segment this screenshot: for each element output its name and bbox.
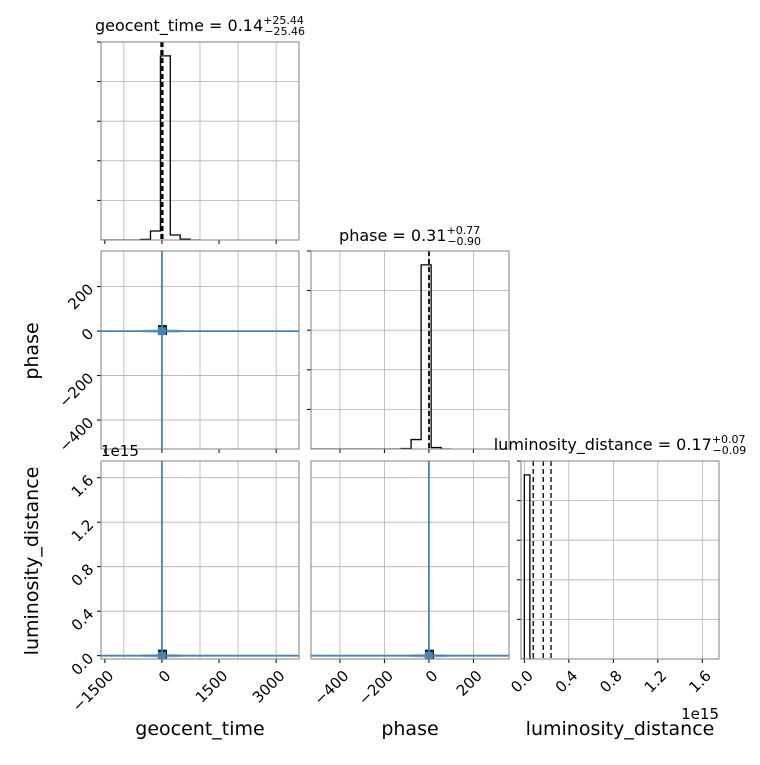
x-tick-label: 0 [422, 667, 441, 686]
ylabel-phase: phase [21, 322, 43, 379]
y-tick-label: 1.2 [68, 516, 98, 546]
panel-luminosity_distance-hist: 0.0 0.4 0.8 1.2 1.6 [507, 460, 720, 697]
x-tick-label: 0 [155, 667, 174, 686]
panel-frame [100, 250, 300, 450]
truth-marker [424, 651, 433, 660]
xlabel-luminosity-distance: luminosity_distance [526, 718, 715, 740]
title-geocent-time: geocent_time = 0.14+25.44 −25.46 [95, 14, 305, 38]
truth-marker [157, 651, 166, 660]
xlabel-phase: phase [381, 718, 438, 740]
panel-frame [100, 460, 300, 660]
x-tick-label: 1.2 [641, 667, 671, 697]
panel-frame [310, 250, 510, 450]
x-tick-label: 0.0 [507, 667, 537, 697]
x-tick-label: 3000 [249, 667, 289, 707]
y-offset-label: 1e15 [101, 442, 139, 460]
truth-marker [157, 327, 166, 336]
panel-frame [520, 460, 720, 660]
y-tick-label: −200 [56, 369, 98, 411]
y-tick-label: −400 [56, 414, 98, 456]
x-tick-label: 0.4 [552, 667, 582, 697]
panel-frame [100, 41, 300, 241]
x-tick-label: 1.6 [685, 667, 715, 697]
x-tick-label: 1500 [192, 667, 232, 707]
y-tick-label: 200 [64, 280, 97, 313]
panel-phase-hist [307, 250, 510, 453]
x-tick-label: −400 [311, 667, 353, 709]
panel-phase-luminosity_distance: −400 −200 0 200 [310, 460, 510, 709]
y-tick-label: 0.8 [68, 560, 98, 590]
x-tick-label: 200 [453, 667, 486, 700]
x-tick-label: 0.8 [596, 667, 626, 697]
ylabel-luminosity-distance: luminosity_distance [21, 467, 43, 656]
panel-geocent_time-luminosity_distance: 0.00.40.81.21.6−1500 0 1500 3000 [68, 460, 300, 715]
label-layer: geocent_time = 0.14+25.44 −25.46 phase = … [21, 14, 746, 740]
title-luminosity-distance: luminosity_distance = 0.17+0.07 −0.09 [494, 433, 747, 457]
panel-frame [310, 460, 510, 660]
y-tick-label: 0.0 [68, 649, 98, 679]
y-tick-label: 0 [78, 325, 97, 344]
xlabel-geocent-time: geocent_time [135, 718, 264, 740]
y-tick-label: 0.4 [68, 605, 98, 635]
histogram-geocent_time [101, 55, 200, 240]
x-offset-label: 1e15 [681, 705, 719, 723]
title-phase: phase = 0.31+0.77 −0.90 [339, 224, 481, 248]
histogram-luminosity_distance [521, 474, 536, 659]
histogram-phase [311, 264, 452, 449]
y-tick-label: 1.6 [68, 471, 98, 501]
x-tick-label: −200 [355, 667, 397, 709]
panel-geocent_time-hist [97, 41, 300, 244]
panel-geocent_time-phase: −400−200 0 200 [56, 250, 300, 456]
